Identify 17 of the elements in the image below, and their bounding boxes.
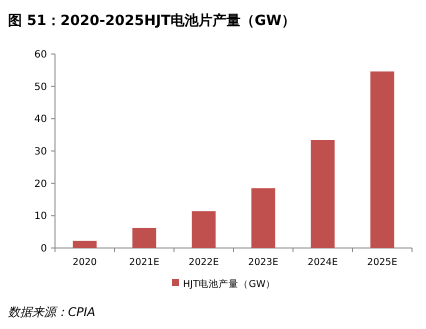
y-tick-label: 40 — [34, 114, 47, 126]
y-tick-label: 0 — [40, 244, 47, 254]
y-tick-label: 50 — [34, 82, 47, 93]
y-tick-label: 30 — [34, 146, 47, 158]
y-tick-label: 20 — [34, 178, 47, 190]
x-tick-label: 2025E — [367, 257, 398, 268]
legend: HJT电池产量（GW） — [172, 279, 276, 290]
y-tick-label: 10 — [34, 211, 47, 222]
legend-label: HJT电池产量（GW） — [183, 278, 276, 290]
x-tick-label: 2021E — [129, 257, 160, 268]
x-tick-label: 2020 — [72, 257, 97, 268]
x-tick-label: 2023E — [248, 257, 278, 268]
chart-title: 图 51：2020-2025HJT电池片产量（GW） — [8, 12, 296, 29]
source-note: 数据来源：CPIA — [8, 305, 96, 319]
x-tick-label: 2022E — [188, 257, 219, 268]
x-tick-label: 2024E — [308, 257, 338, 268]
y-tick-label: 60 — [34, 50, 47, 60]
